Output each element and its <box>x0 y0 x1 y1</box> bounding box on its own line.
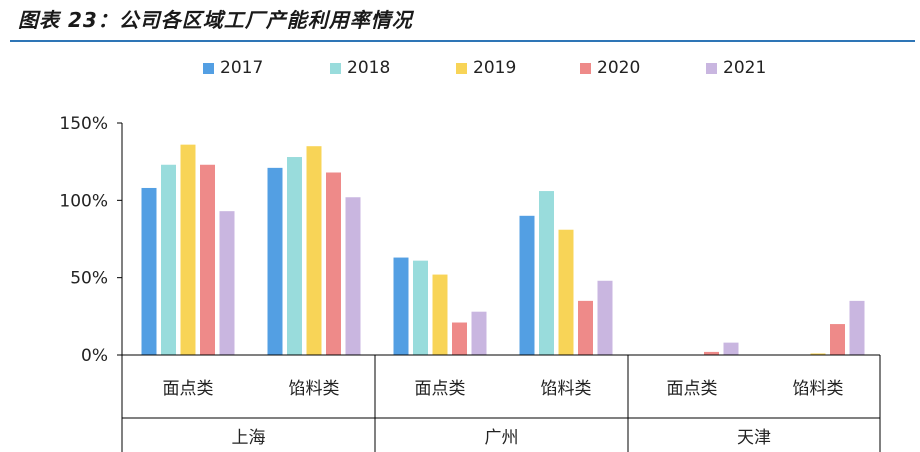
bar-2021-2 <box>471 311 487 355</box>
bar-2017-2 <box>393 257 409 355</box>
chart-title: 图表 23：公司各区域工厂产能利用率情况 <box>18 8 413 32</box>
legend-swatch <box>203 62 214 74</box>
x-category-label: 馅料类 <box>793 379 844 399</box>
legend-swatch <box>580 62 591 74</box>
bar-2018-1 <box>287 157 302 355</box>
legend-item-2019: 2019 <box>456 58 516 78</box>
legend-item-2018: 2018 <box>330 58 390 78</box>
legend-item-2021: 2021 <box>706 58 766 78</box>
y-tick-label: 100% <box>59 191 108 211</box>
bar-2020-2 <box>452 322 467 355</box>
legend-swatch <box>706 62 717 74</box>
x-group-label: 天津 <box>737 428 771 448</box>
bar-2019-2 <box>432 274 448 355</box>
x-category-label: 面点类 <box>667 379 718 399</box>
title-divider <box>10 40 915 42</box>
bar-2020-3 <box>578 300 593 355</box>
bar-2021-4 <box>723 342 739 355</box>
legend-label: 2018 <box>347 58 391 78</box>
legend-swatch <box>330 62 341 74</box>
bar-2019-5 <box>810 353 826 355</box>
bar-2019-3 <box>558 229 574 355</box>
legend-label: 2021 <box>723 58 767 78</box>
bar-2021-0 <box>219 211 235 355</box>
bar-2021-3 <box>597 280 613 355</box>
legend-label: 2019 <box>473 58 517 78</box>
bar-2021-1 <box>345 197 361 355</box>
x-category-label: 馅料类 <box>289 379 340 399</box>
bar-2021-5 <box>849 300 865 355</box>
bar-2019-1 <box>306 146 322 355</box>
chart-legend: 2017 2018 2019 2020 2021 <box>0 58 920 82</box>
bar-2019-0 <box>180 144 196 355</box>
x-category-label: 面点类 <box>163 379 214 399</box>
bar-2020-4 <box>704 351 719 355</box>
bar-2020-0 <box>200 164 215 355</box>
bar-2020-5 <box>830 324 845 355</box>
x-group-label: 上海 <box>232 428 266 448</box>
y-tick-label: 150% <box>59 114 108 134</box>
legend-swatch <box>456 62 467 74</box>
x-category-label: 面点类 <box>415 379 466 399</box>
bar-2017-0 <box>141 187 157 355</box>
bar-2018-0 <box>161 164 176 355</box>
bar-2018-3 <box>539 191 554 355</box>
y-tick-label: 0% <box>81 346 108 366</box>
y-tick-label: 50% <box>70 269 108 289</box>
bar-2020-1 <box>326 172 341 355</box>
bar-2018-2 <box>413 260 428 355</box>
legend-label: 2020 <box>597 58 641 78</box>
bar-2017-1 <box>267 167 283 355</box>
bar-2017-3 <box>519 215 535 355</box>
x-group-label: 广州 <box>485 428 519 448</box>
legend-label: 2017 <box>220 58 264 78</box>
legend-item-2017: 2017 <box>203 58 263 78</box>
legend-item-2020: 2020 <box>580 58 640 78</box>
x-category-label: 馅料类 <box>541 379 592 399</box>
